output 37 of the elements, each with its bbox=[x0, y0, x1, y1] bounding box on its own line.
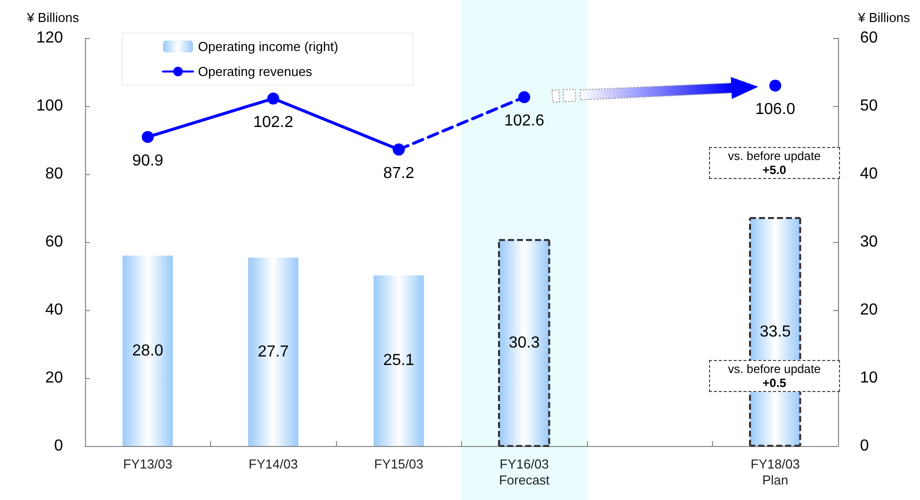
note-frame: vs. before update +0.5 bbox=[709, 360, 840, 392]
data-label: 27.7 bbox=[258, 343, 289, 360]
annotation: vs. before update +0.5 bbox=[728, 362, 821, 390]
y2-tick-label: 50 bbox=[860, 98, 878, 114]
y-tick-label: 60 bbox=[45, 234, 64, 250]
x-tick-label: FY13/03 bbox=[123, 456, 172, 472]
y-tick-label: 0 bbox=[54, 438, 64, 454]
y2-tick-label: 40 bbox=[860, 166, 878, 182]
y-tick-label: 40 bbox=[45, 302, 64, 318]
note-frame: vs. before update +5.0 bbox=[709, 147, 840, 179]
data-label: 25.1 bbox=[383, 352, 414, 370]
y2-tick-label: 0 bbox=[860, 438, 869, 454]
data-label: 87.2 bbox=[383, 165, 414, 182]
y-axis-title: ¥ Billions bbox=[26, 10, 80, 25]
data-label: 106.0 bbox=[755, 101, 796, 118]
data-label: 28.0 bbox=[132, 342, 164, 360]
x-tick-label: FY14/03 bbox=[248, 456, 298, 472]
y-tick-label: 120 bbox=[36, 30, 64, 46]
data-label: 90.9 bbox=[132, 152, 164, 170]
y2-axis-title: ¥ Billions bbox=[857, 10, 911, 25]
y2-tick-label: 30 bbox=[860, 234, 878, 250]
legend-label: Operating income (right) bbox=[198, 39, 338, 54]
y-tick-label: 80 bbox=[45, 166, 64, 182]
legend-label: Operating revenues bbox=[198, 64, 313, 79]
y2-tick-label: 20 bbox=[860, 302, 878, 318]
x-tick-label: FY15/03 bbox=[374, 456, 424, 472]
y2-tick-label: 10 bbox=[860, 370, 878, 386]
data-label: 30.3 bbox=[508, 334, 540, 352]
data-label: 102.6 bbox=[504, 112, 544, 130]
data-label: 33.5 bbox=[760, 324, 791, 341]
y-tick-label: 100 bbox=[36, 98, 64, 114]
data-label: 102.2 bbox=[253, 114, 294, 132]
x-tick-label: FY18/03 Plan bbox=[750, 456, 800, 488]
y-tick-label: 20 bbox=[45, 370, 64, 386]
x-tick-label: FY16/03 Forecast bbox=[498, 456, 550, 488]
y2-tick-label: 60 bbox=[860, 30, 878, 46]
annotation: vs. before update +5.0 bbox=[728, 149, 821, 177]
